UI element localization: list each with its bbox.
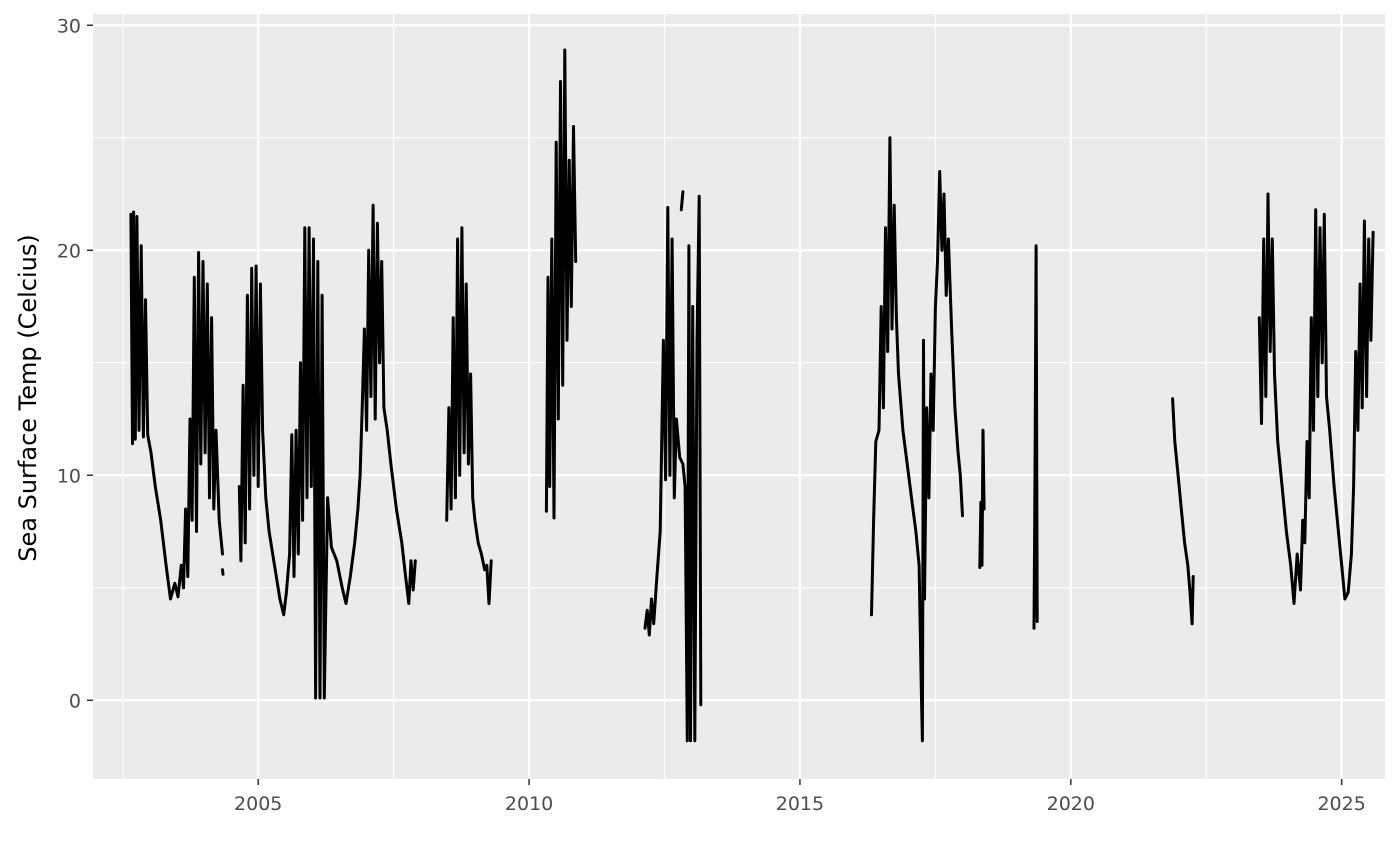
- series-line-segment: [445, 226, 493, 605]
- y-axis: 0 10 20 30: [57, 15, 93, 712]
- series-line-segment: [1257, 192, 1375, 605]
- series-line-segment: [1171, 397, 1195, 626]
- series-line-segment: [643, 194, 703, 743]
- y-tick-label: 30: [57, 15, 81, 37]
- series-line-segment: [978, 428, 986, 569]
- x-tick-label: 2010: [505, 793, 553, 815]
- y-axis-title: Sea Surface Temp (Celcius): [14, 234, 42, 561]
- series-line-segment: [870, 136, 964, 743]
- x-tick-label: 2020: [1047, 793, 1095, 815]
- series-line-segment: [679, 190, 685, 212]
- grid-major: [93, 14, 1385, 779]
- series-line-segment: [129, 210, 224, 601]
- series-line-segment: [1032, 244, 1039, 630]
- series-line-segment: [221, 568, 225, 576]
- x-tick-label: 2015: [776, 793, 824, 815]
- y-tick-label: 20: [57, 240, 81, 262]
- panel-background: [93, 14, 1385, 779]
- x-tick-label: 2005: [234, 793, 282, 815]
- y-tick-label: 0: [69, 690, 81, 712]
- x-tick-label: 2025: [1317, 793, 1365, 815]
- series-line-segment: [544, 48, 578, 520]
- x-axis: 2005 2010 2015 2020 2025: [234, 779, 1366, 815]
- series-line-segment: [237, 203, 417, 700]
- y-tick-label: 10: [57, 465, 81, 487]
- series-layer: [129, 48, 1375, 743]
